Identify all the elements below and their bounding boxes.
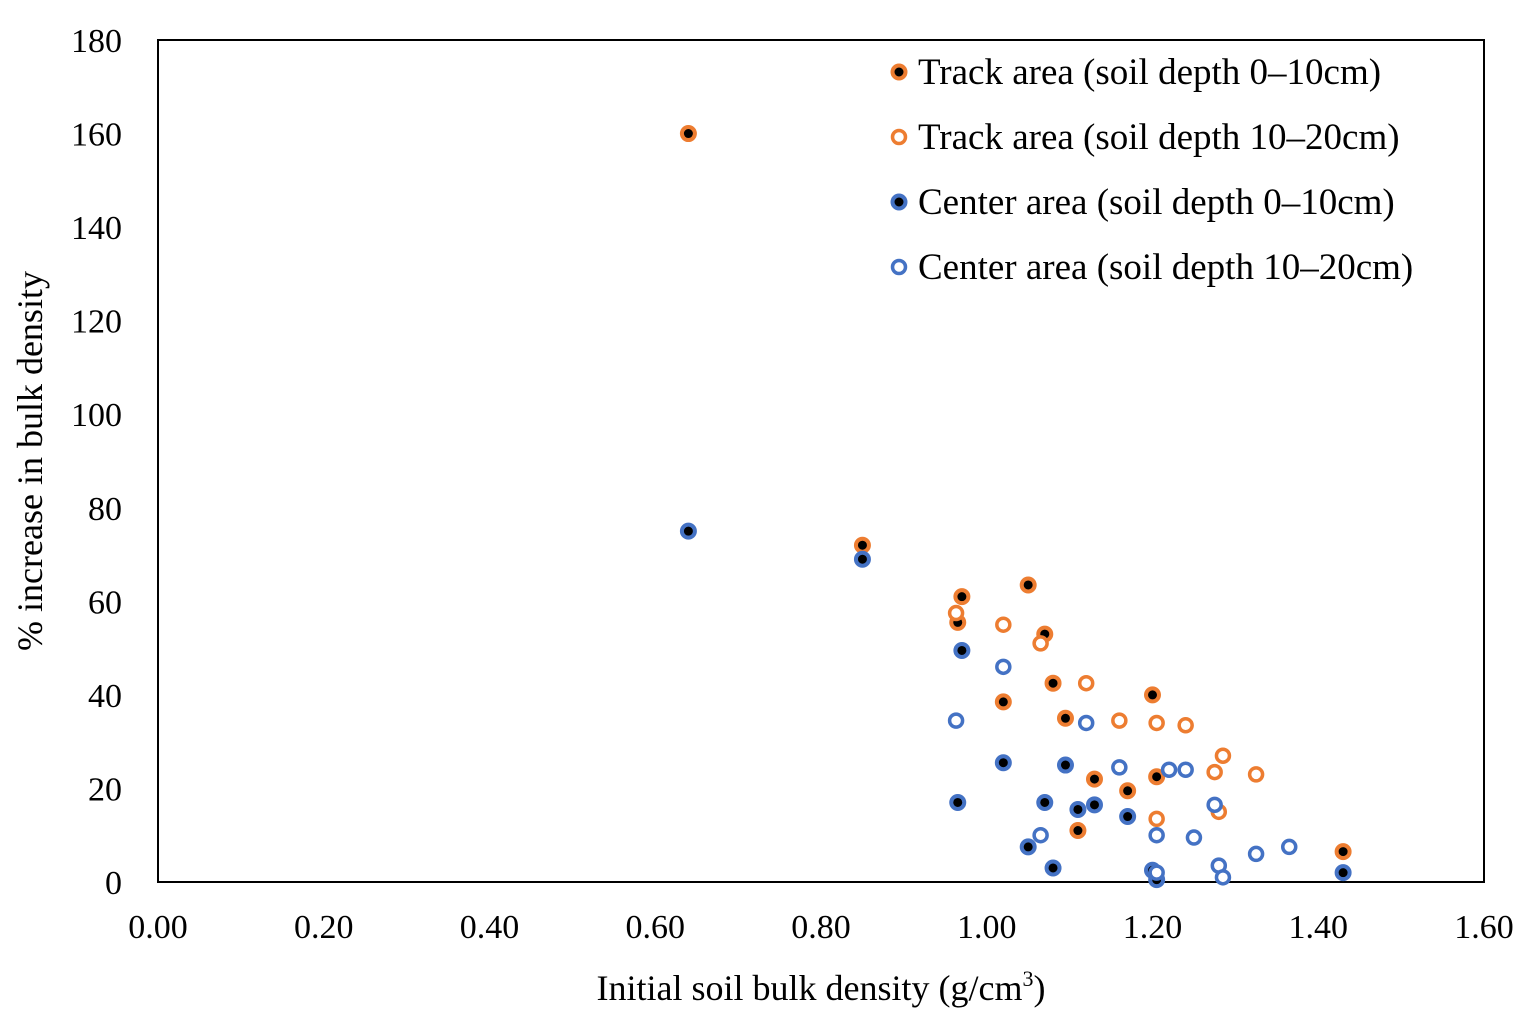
x-tick-label: 0.60 [626,909,686,946]
legend-marker-series-1 [890,63,908,81]
data-point-series-3 [1044,859,1062,877]
y-tick-label: 40 [88,678,122,715]
x-tick-label: 1.00 [957,909,1017,946]
y-tick-label: 20 [88,771,122,808]
y-tick-label: 80 [88,491,122,528]
data-point-series-2 [1177,717,1194,734]
data-point-series-3 [1056,756,1074,774]
data-point-series-4 [1032,826,1049,844]
data-point-series-3 [994,754,1012,772]
data-point-series-1 [1069,822,1087,840]
data-point-series-4 [1160,761,1178,778]
y-tick-label: 140 [71,210,122,247]
data-point-series-4 [1185,829,1203,846]
data-point-series-3 [1019,838,1037,856]
y-axis-title: % increase in bulk density [10,271,50,651]
data-point-series-4 [1148,864,1165,881]
data-point-series-3 [1069,800,1087,818]
x-tick-label: 0.80 [791,909,851,946]
data-point-series-2 [995,616,1012,633]
data-point-series-1 [1044,674,1062,692]
data-point-series-4 [1214,869,1232,886]
data-point-series-3 [1085,796,1103,814]
data-point-series-2 [1247,766,1265,783]
x-axis-title-main: Initial soil bulk density (g/cm [597,968,1023,1008]
x-axis-ticks: 0.00 0.20 0.40 0.60 0.80 1.00 1.20 1.40 1.60 [128,909,1514,946]
data-point-series-4 [1247,845,1265,863]
legend-label-series-2: Track area (soil depth 10–20cm) [918,117,1400,158]
y-axis-ticks: 0 20 40 60 80 100 120 140 160 180 [71,23,122,902]
y-tick-label: 120 [71,304,122,341]
y-tick-label: 0 [105,865,122,902]
legend-label-series-4: Center area (soil depth 10–20cm) [918,247,1413,288]
legend-label-series-3: Center area (soil depth 0–10cm) [918,182,1395,223]
x-tick-label: 0.00 [128,909,188,946]
legend-marker-series-3 [890,193,908,211]
data-point-series-1 [1119,782,1137,800]
data-point-series-2 [1032,635,1049,652]
y-tick-label: 180 [71,23,122,60]
data-point-series-4 [995,658,1012,676]
y-tick-label: 60 [88,584,122,621]
data-point-series-1 [1334,843,1352,861]
data-point-series-2 [947,604,965,622]
data-point-series-1 [1085,770,1103,788]
data-point-series-4 [1206,796,1223,814]
x-axis-title-end: ) [1033,968,1045,1008]
data-point-series-1 [1144,686,1161,704]
data-point-series-4 [1111,759,1128,776]
data-point-series-3 [1119,808,1137,826]
data-point-series-4 [1280,838,1298,856]
data-point-series-1 [1148,768,1166,786]
data-point-series-3 [1334,864,1352,882]
data-point-series-4 [1077,714,1095,732]
data-point-series-1 [1019,576,1037,594]
data-point-series-1 [953,588,971,606]
data-point-series-2 [1077,674,1095,692]
x-tick-label: 1.20 [1123,909,1183,946]
x-axis-title: Initial soil bulk density (g/cm3) [597,966,1046,1008]
data-point-series-2 [1206,763,1223,781]
x-tick-label: 0.20 [294,909,354,946]
legend-marker-series-2 [890,128,908,146]
data-point-series-1 [679,125,697,143]
data-point-series-1 [994,693,1012,711]
plot-area-frame [157,39,1485,883]
data-point-series-2 [1148,714,1165,732]
x-tick-label: 1.40 [1289,909,1349,946]
legend-marker-series-4 [890,258,908,276]
data-point-series-2 [1148,810,1165,828]
data-points [679,125,1352,889]
data-point-series-3 [949,793,967,811]
y-tick-label: 160 [71,117,122,154]
data-point-series-3 [1036,793,1054,811]
y-tick-label: 100 [71,397,122,434]
data-point-series-2 [1214,747,1232,764]
x-tick-label: 0.40 [460,909,520,946]
data-point-series-4 [947,712,965,729]
data-point-series-1 [853,536,871,554]
legend-label-series-1: Track area (soil depth 0–10cm) [918,52,1381,93]
x-axis-title-superscript: 3 [1022,966,1033,991]
data-point-series-1 [1056,709,1074,727]
x-tick-label: 1.60 [1454,909,1514,946]
data-point-series-4 [1148,826,1165,844]
data-point-series-3 [953,641,971,659]
data-point-series-3 [679,522,697,540]
legend: Track area (soil depth 0–10cm) Track area… [890,52,1413,288]
data-point-series-3 [853,550,871,568]
data-point-series-4 [1177,761,1194,778]
data-point-series-2 [1111,712,1128,729]
